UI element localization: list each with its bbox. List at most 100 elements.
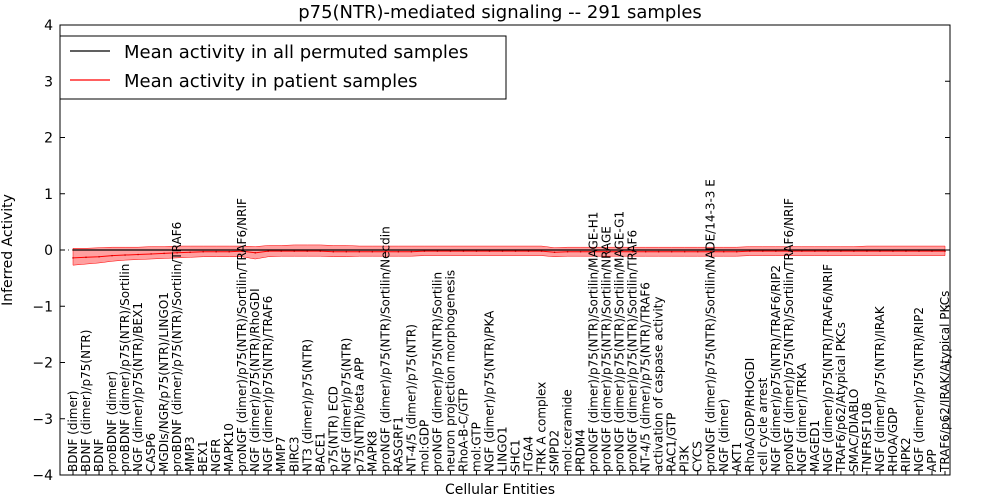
x-tick-label: NGF (dimer)/p75(NTR)/PKA: [482, 310, 496, 472]
patient-point-9: [189, 251, 191, 254]
x-tick-label: proNGF (dimer)/p75(NTR)/Sortilin/MAGE-G1: [613, 211, 627, 472]
x-tick-label: NGF (dimer)/p75(NTR)/TRAF6: [261, 296, 275, 472]
patient-point-38: [566, 250, 569, 253]
patient-point-47: [683, 250, 686, 253]
x-tick-label: mol:GTP: [469, 422, 483, 472]
patient-point-59: [840, 250, 842, 252]
patient-point-35: [527, 250, 530, 252]
patient-point-55: [788, 250, 790, 252]
x-tick-label: BIRC3: [287, 436, 301, 472]
patient-point-48: [696, 250, 699, 253]
x-tick-label: proNGF (dimer)/p75(NTR)/Sortilin/TRAF6/N…: [235, 198, 249, 472]
patient-point-37: [553, 251, 556, 254]
patient-point-57: [814, 250, 816, 252]
patient-point-0: [72, 257, 74, 259]
x-tick-label: proNGF (dimer)/p75(NTR)/Sortilin/NADE/14…: [704, 179, 718, 472]
patient-point-44: [644, 250, 647, 253]
patient-point-46: [670, 250, 673, 253]
patient-point-64: [905, 250, 907, 252]
x-tick-label: NGF (dimer): [717, 399, 731, 472]
x-tick-label: BDNF: [92, 439, 106, 472]
patient-point-41: [605, 250, 608, 253]
patient-point-25: [397, 250, 400, 253]
plot-layer: [60, 244, 950, 266]
x-tick-label: cell cycle arrest: [756, 377, 770, 472]
patient-point-6: [150, 253, 152, 255]
y-tick-label: −1: [32, 299, 53, 315]
x-tick-label: BDNF (dimer)/p75(NTR): [79, 330, 93, 472]
patient-point-23: [371, 250, 374, 253]
x-tick-label: NGF (dimer)/p75(NTR)/TRAF6/RIP2: [769, 265, 783, 472]
patient-point-17: [293, 250, 296, 252]
patient-point-40: [592, 250, 595, 253]
patient-point-53: [761, 250, 764, 252]
patient-point-54: [775, 250, 777, 252]
patient-point-18: [306, 250, 309, 252]
patient-point-33: [501, 250, 504, 252]
patient-point-43: [631, 250, 634, 253]
x-tick-label: p75(NTR)/beta APP: [352, 358, 366, 473]
y-tick-label: 2: [44, 131, 53, 147]
patient-point-21: [345, 250, 348, 253]
x-tick-label: TRK A complex: [535, 382, 549, 473]
patient-point-62: [879, 250, 881, 252]
y-tick-label: −3: [32, 412, 53, 428]
x-tick-label: SMAC/DIABLO: [847, 389, 861, 472]
patient-point-3: [111, 254, 113, 257]
patient-point-24: [384, 250, 387, 253]
x-tick-label: LINGO1: [495, 426, 509, 472]
x-tick-label: MAGED1: [808, 420, 822, 472]
x-tick-label: mol:ceramide: [561, 389, 575, 472]
patient-point-31: [475, 250, 478, 252]
patient-point-63: [892, 250, 894, 252]
x-tick-label: neuron projection morphogenesis: [443, 270, 457, 472]
y-tick-label: −4: [32, 468, 53, 484]
x-tick-label: MMP7: [274, 436, 288, 472]
x-tick-label: RHOA/GDP: [886, 407, 900, 472]
x-tick-label: SHC1: [509, 439, 523, 472]
patient-point-12: [228, 250, 230, 253]
patient-point-4: [124, 254, 126, 256]
patient-point-29: [449, 250, 452, 252]
patient-point-50: [722, 250, 725, 253]
x-tick-label: MAPK10: [222, 423, 236, 472]
x-tick-label: MGDIs/NGR/p75(NTR)/LINGO1: [157, 292, 171, 472]
patient-point-20: [332, 250, 335, 253]
y-tick-label: 4: [44, 18, 53, 34]
legend-label-permuted: Mean activity in all permuted samples: [124, 42, 468, 63]
legend-box: [59, 35, 507, 100]
patient-point-39: [579, 250, 582, 253]
x-tick-label: APP: [925, 449, 939, 472]
x-tick-label: NGF (dimer)/p75(NTR)/RhoGDI: [248, 288, 262, 472]
x-tick-label: ITGA4: [522, 436, 536, 472]
patient-point-32: [488, 250, 491, 252]
patient-point-22: [358, 250, 361, 253]
x-tick-label: TNFRSF10B: [860, 402, 874, 473]
x-tick-label: MMP3: [183, 436, 197, 472]
x-tick-label: proBDNF (dimer): [105, 371, 119, 472]
x-tick-label: BEX1: [196, 440, 210, 472]
patient-point-8: [176, 252, 178, 254]
patient-point-2: [98, 255, 100, 258]
x-tick-label: PI3K: [678, 445, 692, 472]
patient-point-60: [853, 250, 855, 252]
x-tick-label: NGF (dimer)/p75(NTR): [339, 338, 353, 472]
x-tick-label: NGF (dimer)/TRKA: [795, 362, 809, 472]
chart-title: p75(NTR)-mediated signaling -- 291 sampl…: [298, 2, 702, 23]
x-tick-label: RhoA-B-C/GTP: [456, 388, 470, 472]
patient-point-13: [241, 250, 243, 252]
x-tick-label: NGF (dimer)/p75(NTR)/IRAK: [873, 305, 887, 472]
x-tick-label: BACE1: [313, 432, 327, 472]
patient-point-1: [85, 256, 87, 259]
patient-point-14: [254, 252, 257, 254]
x-tick-label: mol:GDP: [417, 420, 431, 472]
patient-point-28: [436, 250, 439, 252]
patient-point-34: [514, 250, 517, 252]
patient-point-11: [215, 250, 217, 253]
patient-point-16: [280, 250, 283, 252]
x-tick-layer: BDNF (dimer) BDNF (dimer)/p75(NTR) BDNF pro…: [66, 179, 952, 475]
patient-point-51: [735, 250, 738, 253]
y-tick-label: 1: [44, 187, 53, 203]
x-tick-label: CYCS: [691, 441, 705, 472]
